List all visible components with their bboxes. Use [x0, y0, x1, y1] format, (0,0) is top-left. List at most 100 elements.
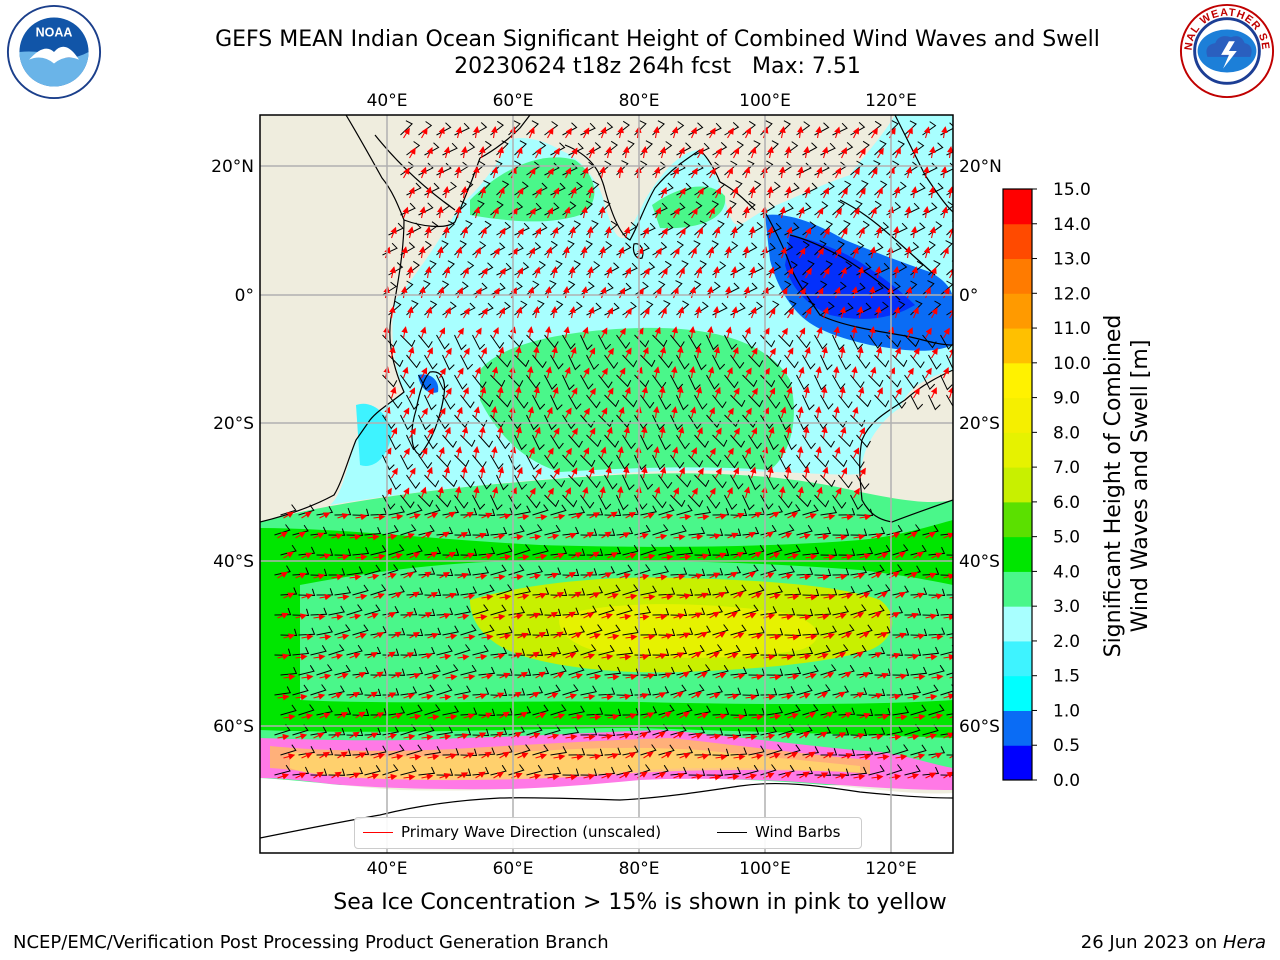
wind-barb — [838, 748, 856, 757]
wave-direction-arrow — [942, 246, 949, 259]
wind-barb — [712, 434, 728, 448]
wave-direction-arrow — [817, 207, 824, 219]
wind-barb — [832, 685, 849, 696]
wind-barb — [478, 747, 496, 756]
wind-barb — [406, 744, 423, 756]
legend-label-barbs: Wind Barbs — [755, 823, 841, 841]
wave-direction-arrow — [403, 127, 410, 139]
wave-direction-arrow — [713, 266, 720, 279]
wind-barb — [640, 505, 657, 516]
wave-direction-arrow — [671, 126, 679, 139]
colorbar-tick-label: 6.0 — [1053, 493, 1080, 513]
wind-barb — [532, 544, 549, 556]
wind-barb — [532, 628, 550, 637]
wind-barb — [580, 644, 597, 656]
wind-barb — [694, 474, 710, 488]
wind-barb — [640, 474, 654, 491]
wind-barb — [904, 524, 921, 536]
wind-barb — [406, 434, 419, 451]
wind-barb — [892, 628, 910, 636]
wave-direction-arrow — [569, 226, 576, 239]
wave-direction-arrow — [679, 227, 686, 239]
wind-barb — [652, 494, 667, 509]
wind-barb — [694, 354, 707, 371]
wind-barb — [778, 764, 795, 776]
wind-barb — [778, 608, 796, 616]
wind-barb — [922, 524, 939, 536]
wind-barb — [742, 526, 760, 536]
wind-barb — [910, 544, 927, 556]
wind-barb — [946, 394, 953, 408]
wind-barb — [658, 744, 675, 756]
wave-direction-arrow — [583, 127, 590, 139]
wind-barb — [910, 666, 928, 676]
wave-direction-arrow — [426, 146, 433, 159]
wind-barb — [658, 587, 676, 596]
wind-barb — [310, 568, 328, 577]
legend-item-wind-barbs: Wind Barbs — [717, 823, 840, 843]
wind-barb — [730, 546, 748, 556]
wind-barb — [298, 627, 316, 636]
wind-barb — [892, 585, 909, 596]
wind-barb — [274, 648, 292, 656]
wave-direction-arrow — [599, 246, 606, 259]
wind-barb — [424, 627, 442, 636]
wave-direction-arrow — [653, 126, 660, 139]
wind-barb — [802, 627, 820, 636]
wind-barb — [832, 644, 849, 656]
wind-barb — [760, 494, 774, 510]
wind-barb — [424, 474, 440, 488]
wave-direction-arrow — [553, 147, 560, 159]
wind-barb — [400, 764, 417, 776]
wind-barb — [496, 394, 512, 408]
wind-barb — [400, 454, 414, 471]
wind-barb — [712, 394, 727, 409]
wind-barb — [406, 354, 421, 369]
wind-barb — [922, 608, 940, 617]
wind-barb — [316, 664, 333, 676]
wind-barb — [526, 494, 541, 509]
wind-barb — [544, 374, 558, 390]
wind-barb — [472, 566, 490, 576]
wave-direction-arrow — [714, 187, 721, 199]
wind-barb — [544, 608, 562, 617]
wind-barb — [460, 586, 478, 596]
wave-direction-arrow — [402, 206, 409, 219]
wave-direction-arrow — [871, 127, 878, 139]
wind-barb — [688, 768, 706, 776]
wind-barb — [622, 584, 639, 596]
wind-barb — [730, 434, 746, 448]
wave-direction-arrow — [565, 167, 572, 179]
wind-barb — [748, 394, 764, 408]
wind-barb — [616, 564, 633, 576]
wave-direction-arrow — [941, 166, 948, 179]
wind-barb — [424, 588, 442, 597]
wind-barb — [346, 528, 364, 536]
chart-title: GEFS MEAN Indian Ocean Significant Heigh… — [215, 27, 1100, 52]
lat-tick-label: 0° — [959, 286, 978, 306]
wind-barb — [694, 434, 709, 448]
lon-tick-label: 100°E — [739, 859, 791, 879]
wind-barb — [766, 505, 783, 516]
wind-barb — [562, 644, 579, 656]
wind-barb — [838, 664, 855, 676]
wave-direction-arrow — [421, 127, 428, 139]
wave-direction-arrow — [582, 166, 589, 179]
lat-ticks-right: 20°N 0° 20°S 40°S 60°S — [959, 157, 1002, 737]
wind-barb — [712, 586, 730, 596]
wind-barb — [550, 627, 568, 636]
wind-barb — [544, 524, 561, 536]
wave-direction-arrow — [443, 266, 451, 279]
wind-barb — [604, 624, 621, 636]
wave-direction-arrow — [419, 206, 426, 219]
wind-barb — [508, 494, 522, 510]
wave-direction-arrow — [479, 146, 486, 159]
wind-barb — [406, 544, 423, 556]
wind-barb — [298, 704, 315, 716]
lon-tick-label: 40°E — [367, 91, 408, 111]
lon-ticks-bottom: 40°E 60°E 80°E 100°E 120°E — [367, 859, 917, 879]
wind-barb — [310, 768, 328, 776]
legend: Primary Wave Direction (unscaled) Wind B… — [354, 817, 862, 849]
wind-barb — [298, 746, 316, 756]
